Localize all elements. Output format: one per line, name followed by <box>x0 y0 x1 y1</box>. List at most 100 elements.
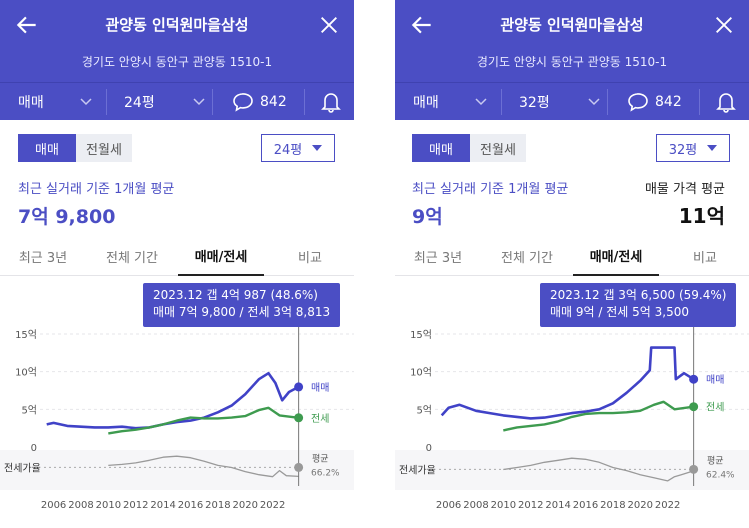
arrow-left-icon[interactable] <box>14 12 40 38</box>
page-title: 관양동 인덕원마을삼성 <box>105 16 249 34</box>
tab-sale-jeonse[interactable]: 매매/전세 <box>573 236 659 276</box>
x-tick-label: 2018 <box>205 500 230 511</box>
comments-button[interactable]: 842 <box>627 83 682 121</box>
chat-bubble-icon <box>233 93 253 112</box>
y-tick-label: 0 <box>426 443 432 454</box>
segment-sale[interactable]: 매매 <box>412 134 470 162</box>
listing-value: 11억 <box>678 204 725 228</box>
sale-series-label: 매매 <box>706 374 724 386</box>
tab-recent-3y[interactable]: 최근 3년 <box>413 250 463 266</box>
segment-rent[interactable]: 전월세 <box>470 134 526 162</box>
header: 관양동 인덕원마을삼성 경기도 안양시 동안구 관양동 1510-1 <box>0 0 354 82</box>
comment-count: 842 <box>260 94 287 110</box>
tab-compare[interactable]: 비교 <box>693 250 717 266</box>
ratio-average-label: 평균 <box>312 453 329 464</box>
sale-series-line <box>440 346 695 420</box>
ratio-average-label: 평균 <box>707 455 724 466</box>
address: 경기도 안양시 동안구 관양동 1510-1 <box>81 55 273 69</box>
period-tabs: 최근 3년 전체 기간 매매/전세 비교 <box>395 236 749 276</box>
ratio-label: 전세가율 <box>4 462 41 474</box>
trade-type-dropdown[interactable]: 매매 <box>18 83 92 121</box>
tab-sale-jeonse[interactable]: 매매/전세 <box>178 236 264 276</box>
ratio-average-value: 62.4% <box>706 470 735 480</box>
area-label: 32평 <box>519 95 550 111</box>
bell-icon <box>321 93 341 113</box>
area-dropdown[interactable]: 32평 <box>519 83 600 121</box>
x-tick-label: 2016 <box>178 500 203 511</box>
tooltip-prices: 매매 9억 / 전세 5억 3,500 <box>550 305 689 319</box>
ratio-series-line <box>108 455 299 478</box>
ratio-end-dot <box>294 462 304 472</box>
tooltip-gap: 2023.12 갭 3억 6,500 (59.4%) <box>550 288 727 302</box>
y-tick-label: 15억 <box>410 329 432 341</box>
tooltip-gap: 2023.12 갭 4억 987 (48.6%) <box>153 288 318 302</box>
x-tick-label: 2022 <box>655 500 680 511</box>
x-tick-label: 2018 <box>600 500 625 511</box>
chart-tooltip: 2023.12 갭 3억 6,500 (59.4%) 매매 9억 / 전세 5억… <box>540 283 737 327</box>
trade-type-dropdown[interactable]: 매매 <box>413 83 487 121</box>
sale-series-label: 매매 <box>311 382 329 394</box>
trade-segment: 매매 전월세 <box>412 134 526 162</box>
area-select[interactable]: 32평 <box>656 134 730 162</box>
avg-value: 9억 <box>412 206 443 228</box>
ratio-series-line <box>503 457 694 482</box>
tab-all-period[interactable]: 전체 기간 <box>501 250 553 266</box>
area-dropdown[interactable]: 24평 <box>124 83 205 121</box>
area-select[interactable]: 24평 <box>261 134 335 162</box>
chevron-down-icon <box>80 98 92 106</box>
header: 관양동 인덕원마을삼성 경기도 안양시 동안구 관양동 1510-1 <box>395 0 749 82</box>
chart-tooltip: 2023.12 갭 4억 987 (48.6%) 매매 7억 9,800 / 전… <box>143 283 341 327</box>
filter-bar: 매매 24평 842 <box>0 82 354 120</box>
x-tick-label: 2014 <box>150 500 175 511</box>
area-select-value: 32평 <box>668 142 698 158</box>
avg-label: 최근 실거래 기준 1개월 평균 <box>18 182 175 197</box>
trade-type-label: 매매 <box>413 95 439 111</box>
jeonse-series-line <box>108 406 299 435</box>
x-tick-label: 2020 <box>628 500 653 511</box>
sale-series-line <box>46 371 300 430</box>
tooltip-prices: 매매 7억 9,800 / 전세 3억 8,813 <box>153 305 331 319</box>
x-tick-label: 2020 <box>233 500 258 511</box>
address: 경기도 안양시 동안구 관양동 1510-1 <box>476 55 668 69</box>
ratio-label: 전세가율 <box>399 464 436 476</box>
page-title: 관양동 인덕원마을삼성 <box>500 16 644 34</box>
avg-label: 최근 실거래 기준 1개월 평균 <box>412 182 569 197</box>
listing-label: 매물 가격 평균 <box>644 182 725 197</box>
x-tick-label: 2022 <box>260 500 285 511</box>
segment-sale[interactable]: 매매 <box>18 134 76 162</box>
close-icon[interactable] <box>318 14 340 36</box>
comment-count: 842 <box>655 94 682 110</box>
area-label: 24평 <box>124 95 155 111</box>
jeonse-end-dot <box>689 402 699 412</box>
arrow-left-icon[interactable] <box>409 12 435 38</box>
x-tick-label: 2006 <box>436 500 461 511</box>
tab-all-period[interactable]: 전체 기간 <box>106 250 158 266</box>
sale-end-dot <box>294 382 304 392</box>
y-tick-label: 5억 <box>416 404 432 416</box>
x-tick-label: 2008 <box>463 500 488 511</box>
trade-segment: 매매 전월세 <box>18 134 132 162</box>
comments-button[interactable]: 842 <box>232 83 287 121</box>
bell-icon <box>716 93 736 113</box>
chat-bubble-icon <box>628 93 648 112</box>
panel-24pyeong: 관양동 인덕원마을삼성 경기도 안양시 동안구 관양동 1510-1 매매 24… <box>0 0 354 528</box>
segment-rent[interactable]: 전월세 <box>76 134 132 162</box>
tab-recent-3y[interactable]: 최근 3년 <box>18 250 68 266</box>
ratio-end-dot <box>689 464 699 474</box>
notification-button[interactable] <box>716 83 736 121</box>
x-tick-label: 2010 <box>491 500 516 511</box>
chevron-down-icon <box>588 98 600 106</box>
area-select-value: 24평 <box>273 142 303 158</box>
period-tabs: 최근 3년 전체 기간 매매/전세 비교 <box>0 236 354 276</box>
x-tick-label: 2008 <box>68 500 93 511</box>
close-icon[interactable] <box>713 14 735 36</box>
notification-button[interactable] <box>321 83 341 121</box>
sale-end-dot <box>689 374 699 384</box>
caret-down-icon <box>312 145 323 151</box>
y-tick-label: 15억 <box>15 329 37 341</box>
ratio-average-value: 66.2% <box>311 468 340 478</box>
tab-compare[interactable]: 비교 <box>298 250 322 266</box>
caret-down-icon <box>707 145 718 151</box>
